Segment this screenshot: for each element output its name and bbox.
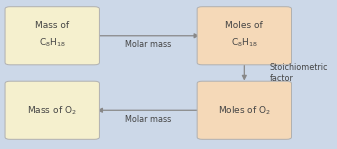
Text: C$_8$H$_{18}$: C$_8$H$_{18}$: [231, 37, 258, 49]
FancyBboxPatch shape: [197, 81, 292, 139]
Text: Molar mass: Molar mass: [125, 40, 172, 49]
FancyBboxPatch shape: [5, 81, 99, 139]
FancyBboxPatch shape: [5, 7, 99, 65]
Text: Moles of: Moles of: [225, 21, 263, 30]
Text: Moles of O$_2$: Moles of O$_2$: [218, 104, 271, 117]
Text: Molar mass: Molar mass: [125, 115, 172, 124]
Text: Stoichiometric
factor: Stoichiometric factor: [270, 63, 328, 83]
Text: Mass of O$_2$: Mass of O$_2$: [27, 104, 77, 117]
FancyBboxPatch shape: [197, 7, 292, 65]
Text: C$_8$H$_{18}$: C$_8$H$_{18}$: [39, 37, 66, 49]
Text: Mass of: Mass of: [35, 21, 69, 30]
